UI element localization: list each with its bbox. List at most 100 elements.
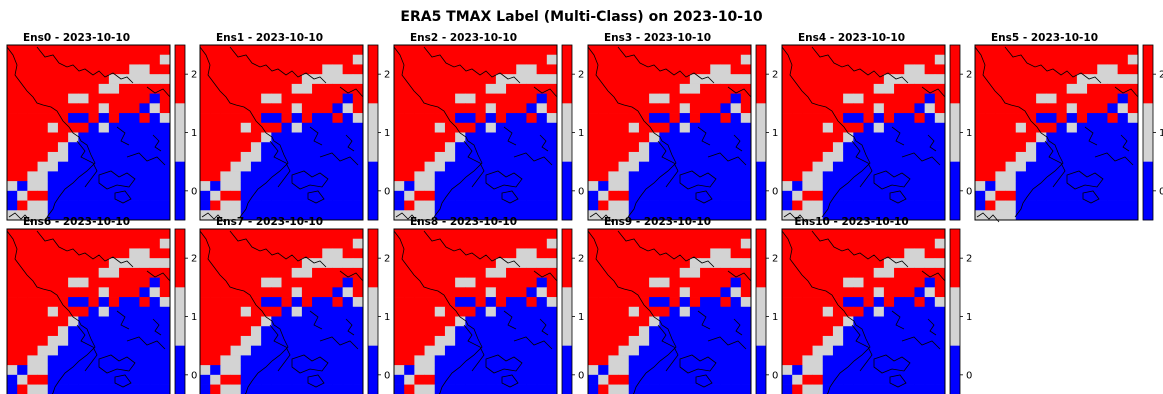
heatmap-cell [873, 54, 885, 65]
heatmap-cell [291, 190, 303, 201]
heatmap-cell [332, 277, 344, 288]
heatmap-cell [588, 248, 599, 259]
heatmap-cell [88, 181, 100, 192]
heatmap-cell [27, 374, 38, 385]
heatmap-cell [649, 54, 660, 65]
coastline-path [485, 170, 523, 190]
heatmap-cell [914, 171, 926, 182]
heatmap-cell [669, 345, 681, 356]
heatmap-cell [455, 297, 466, 308]
heatmap-cell [414, 181, 425, 192]
heatmap-cell [649, 83, 660, 95]
heatmap-cell [1097, 93, 1108, 104]
heatmap-cell [618, 142, 630, 153]
heatmap-cell [730, 229, 742, 240]
heatmap-cell [689, 210, 701, 221]
heatmap-cell [802, 365, 813, 376]
heatmap-cell [352, 374, 364, 385]
heatmap-cell [332, 200, 344, 211]
heatmap-cell [985, 54, 996, 65]
heatmap-cell [628, 64, 640, 75]
heatmap-cell [924, 122, 936, 133]
heatmap-cell [628, 210, 640, 221]
heatmap-cell [281, 210, 293, 221]
heatmap-cell [802, 200, 813, 211]
heatmap-cell [17, 365, 28, 376]
heatmap-cell [628, 200, 640, 211]
heatmap-cell [1076, 142, 1088, 153]
heatmap-cell [546, 74, 558, 85]
heatmap-cell [47, 345, 59, 356]
heatmap-cell [873, 113, 885, 124]
heatmap-cell [342, 374, 354, 385]
heatmap-cell [312, 151, 323, 163]
heatmap-cell [485, 248, 497, 259]
heatmap-cell [730, 132, 742, 143]
heatmap-cell [638, 297, 650, 308]
colorbar-tick-label: 0 [578, 370, 584, 381]
heatmap-cell [27, 335, 38, 347]
heatmap-cell [139, 287, 151, 298]
heatmap-cell [1046, 122, 1057, 133]
heatmap-cell [352, 384, 364, 394]
heatmap-cell [924, 345, 936, 356]
coastline-path [98, 354, 136, 374]
heatmap-cell [7, 54, 18, 65]
heatmap-cell [822, 365, 834, 376]
heatmap-cell [37, 248, 49, 259]
heatmap-cell [68, 365, 79, 376]
heatmap-cell [312, 83, 323, 95]
heatmap-cell [904, 335, 915, 347]
heatmap-cell [638, 326, 650, 337]
heatmap-cell [904, 210, 915, 221]
heatmap-cell [934, 181, 946, 192]
heatmap-cell [149, 83, 161, 95]
heatmap-cell [934, 287, 946, 298]
heatmap-cell [250, 190, 262, 201]
heatmap-cell [444, 316, 456, 327]
heatmap-cell [894, 306, 905, 317]
heatmap-cell [485, 122, 497, 133]
heatmap-cell [1056, 151, 1068, 163]
heatmap-cell [414, 190, 425, 201]
heatmap-cell [792, 171, 803, 182]
heatmap-cell [853, 74, 864, 85]
heatmap-cell [332, 287, 344, 298]
heatmap-cell [404, 210, 415, 221]
heatmap-cell [730, 190, 742, 201]
heatmap-cell [873, 103, 885, 114]
heatmap-cell [220, 326, 231, 337]
heatmap-cell [414, 113, 425, 124]
heatmap-cell [7, 345, 18, 356]
heatmap-cell [659, 297, 670, 308]
heatmap-cell [1025, 171, 1037, 182]
heatmap-cell [495, 384, 507, 394]
colorbar-tick-label: 2 [578, 254, 584, 265]
heatmap-cell [149, 122, 161, 133]
heatmap-cell [975, 151, 986, 163]
heatmap-cell [200, 64, 211, 75]
heatmap-cell [301, 210, 313, 221]
heatmap-cell [669, 306, 681, 317]
heatmap-cell [414, 161, 425, 172]
heatmap-cell [485, 326, 497, 337]
heatmap-cell [200, 287, 211, 298]
heatmap-cell [68, 190, 79, 201]
heatmap-cell [843, 326, 854, 337]
heatmap-cell [995, 83, 1006, 95]
coastline-path [1004, 46, 1102, 84]
heatmap-cell [27, 210, 38, 221]
heatmap-cell [159, 287, 171, 298]
heatmap-cell [332, 74, 344, 85]
heatmap-cell [7, 122, 18, 133]
heatmap-cell [332, 345, 344, 356]
heatmap-cell [598, 151, 609, 163]
heatmap-cell [424, 171, 436, 182]
heatmap-cell [98, 54, 110, 65]
heatmap-cell [159, 267, 171, 279]
heatmap-cell [352, 335, 364, 347]
heatmap-cell [88, 64, 100, 75]
heatmap-cell [740, 190, 752, 201]
heatmap-cell [914, 248, 926, 259]
heatmap-cell [700, 248, 711, 259]
